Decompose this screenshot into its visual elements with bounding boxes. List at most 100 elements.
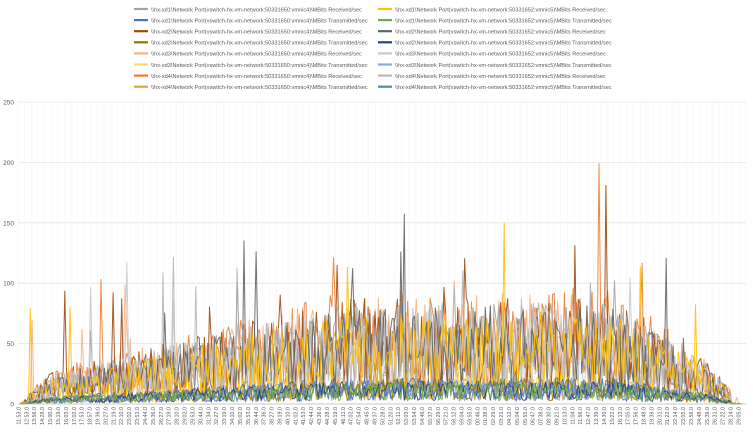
x-tick-label: 34:10.0 (230, 407, 236, 425)
x-tick-label: 39:19.0 (278, 407, 284, 425)
x-tick-label: 40:10.0 (285, 407, 291, 425)
legend-entry: \\hx-xd2\Network Port(vswitch-hx-vm-netw… (395, 41, 612, 47)
x-tick-label: 12:53.0 (24, 407, 30, 425)
x-tick-label: 05:55.0 (523, 407, 529, 425)
x-tick-label: 18:48.0 (642, 407, 648, 425)
x-tick-label: 19:36.0 (96, 407, 102, 425)
x-tick-label: 47:54.0 (357, 407, 363, 425)
x-tick-label: 29:05.0 (736, 407, 742, 425)
x-tick-label: 32:27.0 (214, 407, 220, 425)
x-tick-label: 23:56.0 (689, 407, 695, 425)
x-tick-label: 42:44.0 (309, 407, 315, 425)
legend-entry: \\hx-xd1\Network Port(vswitch-hx-vm-netw… (151, 7, 362, 13)
legend-entry: \\hx-xd4\Network Port(vswitch-hx-vm-netw… (151, 85, 368, 91)
x-tick-label: 44:28.0 (325, 407, 331, 425)
x-tick-label: 58:12.0 (452, 407, 458, 425)
x-tick-label: 47:02.0 (349, 407, 355, 425)
legend-entry: \\hx-xd2\Network Port(vswitch-hx-vm-netw… (151, 30, 362, 36)
legend-entry: \\hx-xd2\Network Port(vswitch-hx-vm-netw… (395, 30, 606, 36)
legend: \\hx-xd1\Network Port(vswitch-hx-vm-netw… (134, 7, 612, 91)
x-tick-label: 43:36.0 (317, 407, 323, 425)
x-tick-label: 21:22.0 (665, 407, 671, 425)
x-tick-label: 15:22.0 (610, 407, 616, 425)
x-tick-label: 28:14.0 (729, 407, 735, 425)
legend-entry: \\hx-xd1\Network Port(vswitch-hx-vm-netw… (395, 7, 606, 13)
x-tick-label: 28:10.0 (175, 407, 181, 425)
x-tick-label: 53:54.0 (412, 407, 418, 425)
x-tick-label: 48:45.0 (365, 407, 371, 425)
y-tick-label: 0 (10, 402, 14, 409)
x-tick-label: 56:29.0 (436, 407, 442, 425)
legend-entry: \\hx-xd2\Network Port(vswitch-hx-vm-netw… (151, 41, 368, 47)
legend-entry: \\hx-xd3\Network Port(vswitch-hx-vm-netw… (395, 52, 606, 58)
legend-entry: \\hx-xd3\Network Port(vswitch-hx-vm-netw… (151, 52, 362, 58)
x-tick-label: 35:53.0 (246, 407, 252, 425)
x-tick-label: 52:11.0 (396, 407, 402, 425)
x-tick-label: 13:56.0 (32, 407, 38, 425)
x-tick-label: 59:04.0 (460, 407, 466, 425)
x-tick-label: 05:04.0 (515, 407, 521, 425)
x-tick-label: 22:14.0 (673, 407, 679, 425)
series-line (19, 222, 743, 405)
x-tick-label: 45:19.0 (333, 407, 339, 425)
x-tick-label: 08:30.0 (547, 407, 553, 425)
x-tick-label: 09:21.0 (554, 407, 560, 425)
x-tick-label: 23:05.0 (681, 407, 687, 425)
legend-entry: \\hx-xd3\Network Port(vswitch-hx-vm-netw… (151, 63, 368, 69)
x-tick-label: 57:21.0 (444, 407, 450, 425)
x-tick-label: 35:02.0 (238, 407, 244, 425)
y-tick-label: 150 (3, 220, 14, 227)
x-tick-label: 15:00.0 (48, 407, 54, 425)
x-tick-label: 01:38.0 (483, 407, 489, 425)
x-tick-label: 26:27.0 (159, 407, 165, 425)
x-tick-label: 41:02.0 (293, 407, 299, 425)
x-tick-label: 53:03.0 (404, 407, 410, 425)
series-lines (19, 163, 743, 405)
x-tick-label: 29:53.0 (190, 407, 196, 425)
y-tick-label: 200 (3, 160, 14, 167)
x-tick-label: 36:44.0 (254, 407, 260, 425)
x-tick-label: 23:02.0 (127, 407, 133, 425)
x-tick-label: 07:38.0 (539, 407, 545, 425)
y-tick-label: 100 (3, 281, 14, 288)
x-tick-label: 24:44.0 (143, 407, 149, 425)
legend-entry: \\hx-xd4\Network Port(vswitch-hx-vm-netw… (395, 85, 612, 91)
x-tick-label: 16:03.0 (64, 407, 70, 425)
x-tick-label: 46:11.0 (341, 407, 347, 425)
x-tick-label: 17:56.0 (634, 407, 640, 425)
y-tick-label: 250 (3, 100, 14, 107)
x-tick-label: 59:55.0 (467, 407, 473, 425)
series-line (19, 378, 742, 405)
legend-entry: \\hx-xd1\Network Port(vswitch-hx-vm-netw… (151, 18, 368, 24)
x-tick-label: 15:19.0 (56, 407, 62, 425)
x-tick-label: 30:44.0 (198, 407, 204, 425)
x-tick-label: 11:56.0 (578, 407, 584, 425)
x-tick-label: 21:19.0 (111, 407, 117, 425)
series-line (19, 280, 743, 405)
x-tick-label: 17:05.0 (626, 407, 632, 425)
series-line (19, 380, 742, 405)
x-tick-label: 55:37.0 (428, 407, 434, 425)
x-tick-label: 22:10.0 (119, 407, 125, 425)
x-tick-label: 51:20.0 (388, 407, 394, 425)
x-tick-label: 19:39.0 (649, 407, 655, 425)
series-line (19, 377, 742, 405)
y-tick-label: 50 (7, 341, 15, 348)
x-tick-label: 20:31.0 (657, 407, 663, 425)
x-tick-label: 11:53.0 (16, 407, 22, 425)
x-tick-label: 02:29.0 (491, 407, 497, 425)
x-tick-label: 04:12.0 (507, 407, 513, 425)
x-tick-label: 17:02.0 (72, 407, 78, 425)
legend-entry: \\hx-xd3\Network Port(vswitch-hx-vm-netw… (395, 63, 612, 69)
x-tick-label: 25:36.0 (151, 407, 157, 425)
x-tick-label: 23:53.0 (135, 407, 141, 425)
x-tick-label: 12:47.0 (586, 407, 592, 425)
x-tick-label: 38:27.0 (270, 407, 276, 425)
x-tick-label: 29:02.0 (183, 407, 189, 425)
legend-entry: \\hx-xd4\Network Port(vswitch-hx-vm-netw… (151, 74, 362, 80)
x-tick-label: 24:48.0 (697, 407, 703, 425)
x-tick-label: 20:27.0 (103, 407, 109, 425)
x-tick-label: 18:57.0 (88, 407, 94, 425)
